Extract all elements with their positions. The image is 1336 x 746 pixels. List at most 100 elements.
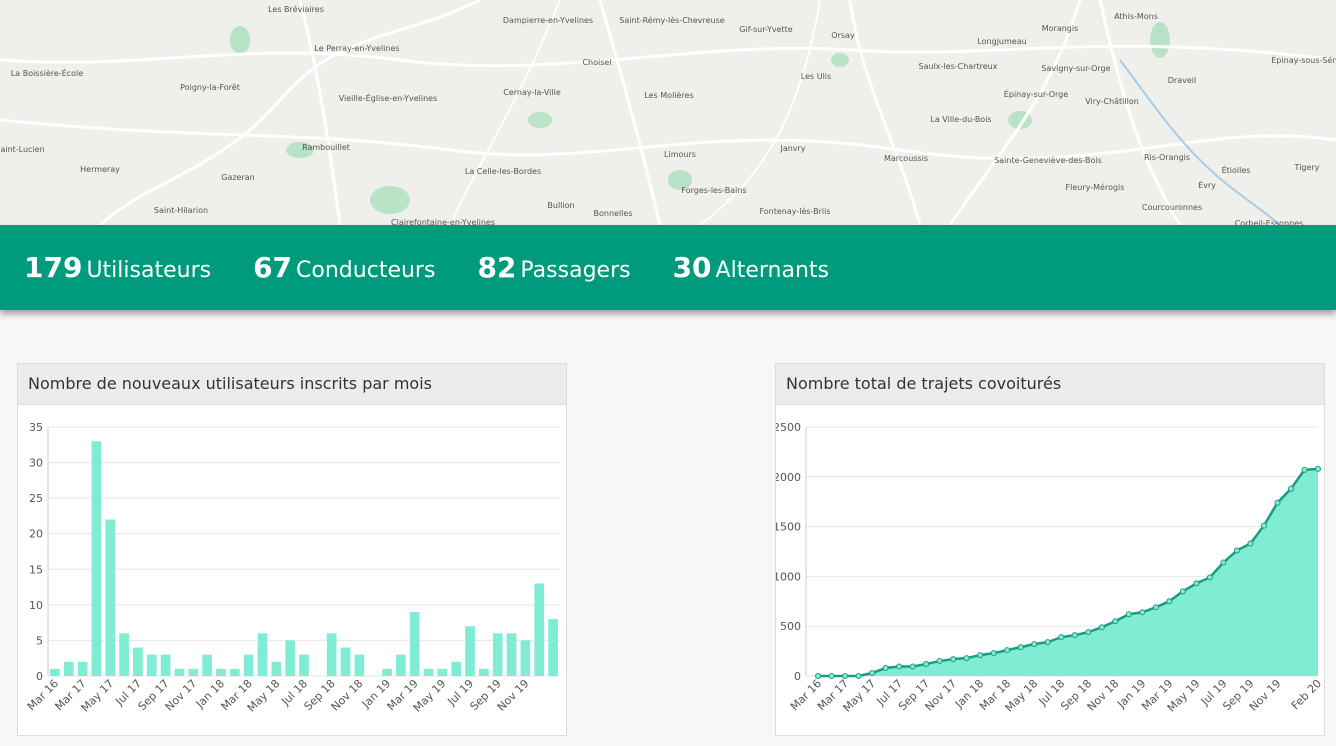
bar [243,654,254,676]
map-label: Fontenay-lès-Briis [759,206,830,216]
point [842,673,849,679]
stat-label: Conducteurs [296,258,436,283]
map-label: Épinay-sous-Sénart [1271,54,1336,65]
stat-value: 179 [24,251,83,284]
chart-panel: Nombre de nouveaux utilisateurs inscrits… [17,363,567,736]
stat: 30 Alternants [673,251,829,284]
y-tick-label: 0 [794,670,801,683]
bar [451,661,462,676]
map-label: Dampierre-en-Yvelines [503,16,593,25]
bar [409,611,420,676]
point [963,655,970,662]
y-tick-label: 500 [780,620,801,633]
point [1260,522,1267,529]
map-label: Janvry [779,144,805,153]
point [909,663,916,670]
map-label: Gazeran [221,173,254,182]
map-label: Gif-sur-Yvette [739,25,792,34]
point [936,658,943,665]
map-label: Marcoussis [884,154,928,163]
map-label: Les Ulis [801,72,831,81]
river [1119,59,1281,225]
point [815,673,821,679]
point [1193,580,1200,587]
bar [423,668,434,676]
map-label: Saint-Rémy-lès-Chevreuse [619,15,724,25]
map-label: Les Bréviaires [268,4,324,14]
bar [271,661,282,676]
point [1044,639,1051,646]
map-label: Rambouillet [302,143,350,152]
map-label: Choisel [582,58,611,67]
point [977,652,984,659]
bar [520,640,531,676]
y-tick-label: 20 [29,528,43,541]
bar [105,519,116,676]
y-tick-label: 1500 [776,521,801,534]
map-label: Fleury-Mérogis [1066,182,1125,192]
point [828,673,835,679]
bar [299,654,309,676]
y-tick-label: 5 [36,634,43,647]
bar [506,633,517,676]
bar [479,668,489,676]
point [1233,547,1240,554]
y-tick-label: 2000 [776,471,801,484]
y-tick-label: 30 [29,457,43,470]
stat-label: Passagers [520,258,631,283]
bar [492,633,503,676]
map-label: Bullion [547,201,574,210]
chart-title: Nombre total de trajets covoiturés [776,364,1324,405]
point [990,650,997,657]
map-label: Orsay [831,31,855,40]
bar [119,633,129,676]
map-label: Hermeray [80,165,120,174]
bar [216,668,226,676]
point [882,665,889,672]
point [1085,629,1092,636]
map-label: Saint-Lucien [0,145,45,154]
map-label: Morangis [1042,24,1079,33]
stat-value: 82 [477,251,517,284]
area [818,468,1318,676]
y-tick-label: 2500 [776,421,801,434]
map-label: Saint-Hilarion [154,206,208,215]
bar [285,640,296,676]
chart-title: Nombre de nouveaux utilisateurs inscrits… [18,364,566,405]
map-label: Bonnelles [594,209,633,218]
bar [548,619,558,676]
map-label: Poigny-la-Forêt [180,82,240,92]
map-label: La Ville-du-Bois [930,115,991,124]
point [1206,574,1213,581]
map[interactable]: Les Bréviaires Dampierre-en-Yvelines Saint… [0,0,1336,225]
point [1125,611,1132,618]
bar [50,668,60,676]
point [1004,647,1011,654]
x-tick-label: Nov 17 [163,677,200,714]
map-label: Vieille-Église-en-Yvelines [339,92,438,103]
y-tick-label: 1000 [776,570,801,583]
bar [382,668,392,676]
stat: 179 Utilisateurs [24,251,211,284]
point [1017,644,1024,651]
roads [0,0,1336,225]
stats-bar: 179 Utilisateurs 67 Conducteurs 82 Passagers 3… [0,225,1336,310]
bar [326,633,337,676]
map-label: Savigny-sur-Orge [1041,64,1110,73]
map-label: Limours [664,150,696,159]
bar [465,626,475,676]
point [896,663,903,670]
x-tick-label: Feb 20 [1289,677,1324,712]
map-label: Clairefontaine-en-Yvelines [391,218,495,225]
point [1152,604,1159,611]
point [869,670,876,677]
bar [91,441,102,676]
map-label: Forges-les-Bains [681,186,746,195]
x-tick-label: Nov 19 [495,677,532,714]
map-label: Étiolles [1222,164,1251,175]
point [1220,559,1227,566]
map-label: La Boissière-École [11,67,83,78]
point [1031,641,1038,648]
